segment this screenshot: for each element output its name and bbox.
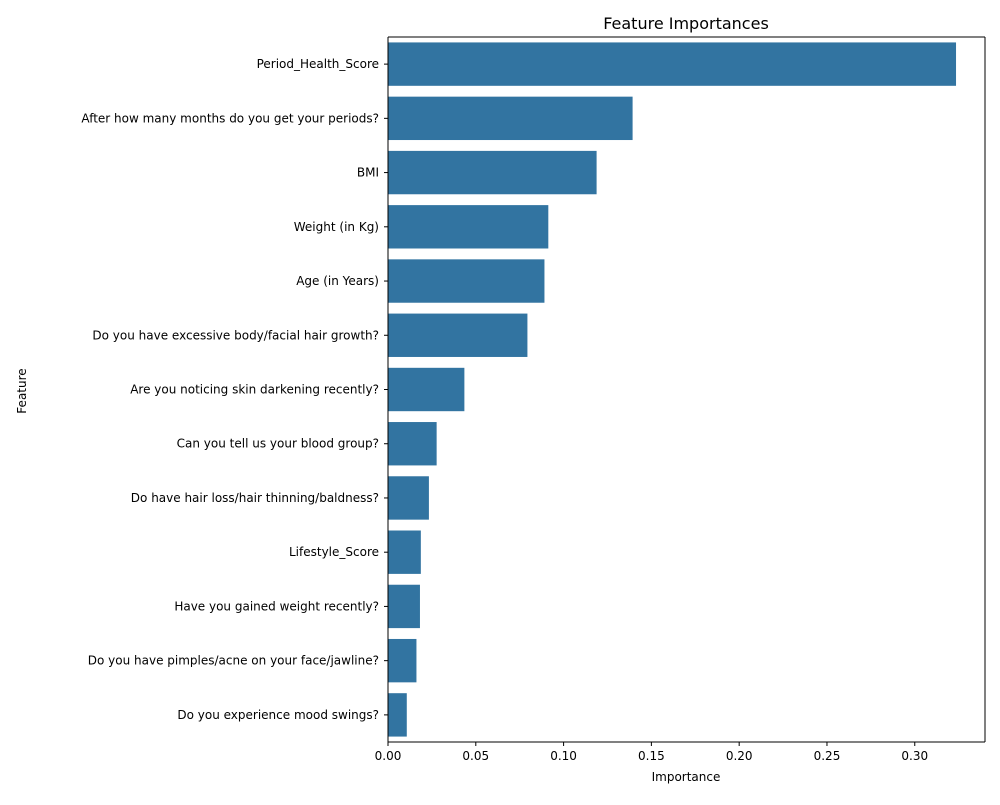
y-tick-label: BMI [357, 166, 379, 180]
bar-9 [388, 531, 421, 574]
y-tick-label: Age (in Years) [296, 274, 379, 288]
y-tick-label: Can you tell us your blood group? [177, 437, 379, 451]
x-tick-label: 0.25 [814, 749, 841, 763]
y-tick-label: Do you experience mood swings? [177, 708, 379, 722]
y-tick-label: Weight (in Kg) [294, 220, 379, 234]
y-tick-label: Are you noticing skin darkening recently… [130, 383, 379, 397]
y-tick-label: Do you have excessive body/facial hair g… [92, 328, 379, 342]
bar-11 [388, 639, 416, 682]
bar-0 [388, 42, 956, 85]
y-tick-label: Lifestyle_Score [289, 545, 379, 559]
x-tick-label: 0.15 [638, 749, 665, 763]
x-tick-label: 0.00 [375, 749, 402, 763]
x-tick-label: 0.20 [726, 749, 753, 763]
y-tick-label: Period_Health_Score [257, 57, 379, 71]
y-axis-label: Feature [15, 368, 29, 413]
y-tick-label: After how many months do you get your pe… [81, 111, 379, 125]
bar-6 [388, 368, 464, 411]
bar-3 [388, 205, 548, 248]
bar-4 [388, 259, 544, 302]
bar-10 [388, 585, 420, 628]
bar-7 [388, 422, 437, 465]
y-tick-label: Do you have pimples/acne on your face/ja… [88, 654, 379, 668]
y-ticks-layer: Period_Health_Score After how many months… [81, 57, 388, 722]
y-tick-label: Have you gained weight recently? [174, 599, 379, 613]
x-tick-label: 0.10 [550, 749, 577, 763]
x-tick-label: 0.05 [462, 749, 489, 763]
bar-12 [388, 693, 407, 736]
bars-layer [388, 42, 956, 736]
x-ticks-layer: 0.00 0.05 0.10 0.15 0.20 0.25 0.30 [375, 742, 928, 763]
bar-2 [388, 151, 597, 194]
y-tick-label: Do have hair loss/hair thinning/baldness… [131, 491, 379, 505]
bar-8 [388, 476, 429, 519]
x-tick-label: 0.30 [901, 749, 928, 763]
bar-5 [388, 314, 527, 357]
chart-title: Feature Importances [603, 14, 769, 33]
x-axis-label: Importance [652, 770, 721, 784]
bar-1 [388, 97, 633, 140]
